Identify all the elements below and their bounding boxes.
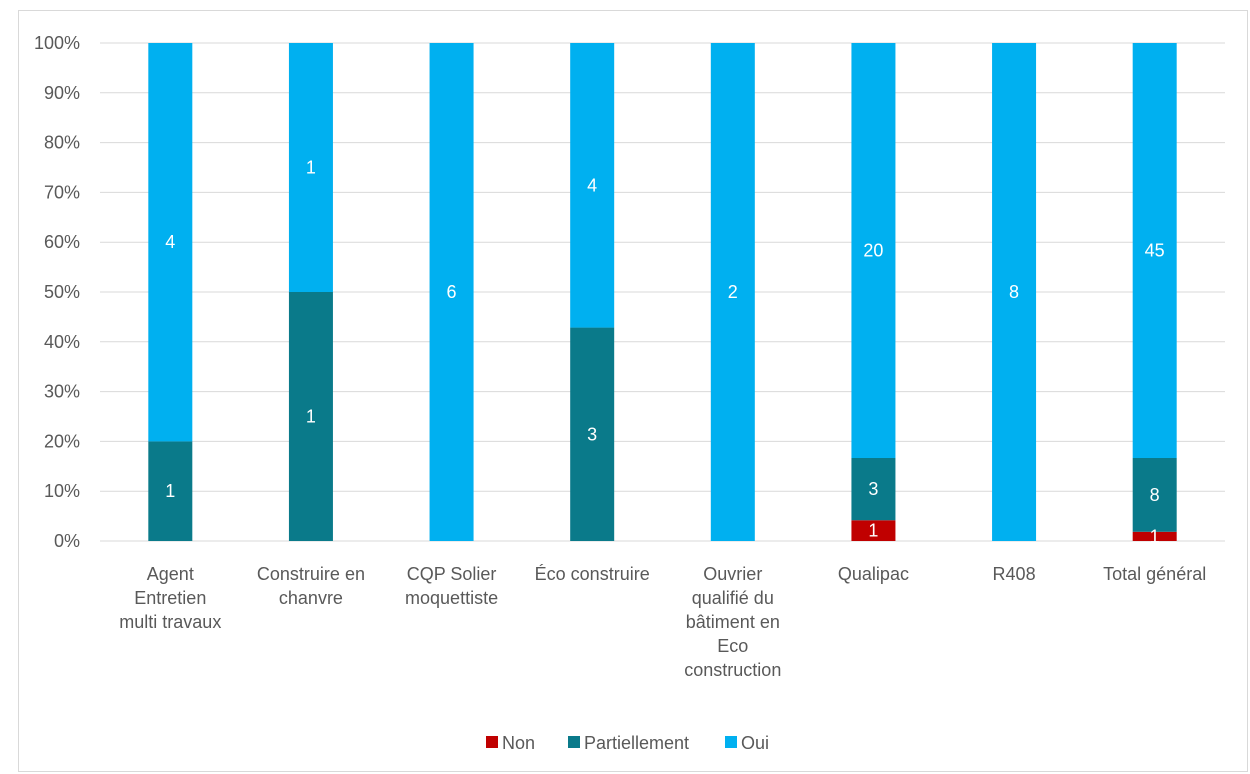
bar-segment-oui <box>570 43 615 328</box>
y-tick-label: 60% <box>44 232 80 252</box>
data-label: 20 <box>863 241 883 261</box>
category-label-line: construction <box>684 660 781 680</box>
bar-segment-partiellement <box>570 327 615 541</box>
data-labels: 1 4 1 1 6 3 4 2 1 3 20 8 1 8 45 <box>165 158 1164 547</box>
category-label: Qualipac <box>838 564 909 584</box>
y-tick-label: 100% <box>34 33 80 53</box>
data-label: 45 <box>1145 241 1165 261</box>
category-label-line: R408 <box>993 564 1036 584</box>
bar-segment-oui <box>148 43 193 442</box>
category-label-line: Ouvrier <box>703 564 762 584</box>
data-label: 3 <box>587 424 597 444</box>
data-label: 8 <box>1150 485 1160 505</box>
y-tick-label: 70% <box>44 182 80 202</box>
category-label: Total général <box>1103 564 1206 584</box>
bar-segment-oui <box>992 43 1037 541</box>
bar-segment-oui <box>710 43 755 541</box>
y-tick-label: 40% <box>44 332 80 352</box>
data-label: 1 <box>165 481 175 501</box>
data-label: 1 <box>1150 526 1160 546</box>
category-label: Éco construire <box>535 564 650 584</box>
chart-frame <box>18 10 1248 772</box>
data-label: 6 <box>447 282 457 302</box>
gridlines <box>100 42 1225 542</box>
bar-segment-non <box>851 520 896 541</box>
bar-segment-partiellement <box>851 458 896 521</box>
bar-segment-oui <box>429 43 474 541</box>
legend-swatch-oui <box>725 736 737 748</box>
data-label: 4 <box>587 175 597 195</box>
x-axis-categories: Agent Entretien multi travaux Construire en… <box>119 564 1206 680</box>
bars <box>148 43 1177 541</box>
data-label: 4 <box>165 232 175 252</box>
category-label-line: chanvre <box>279 588 343 608</box>
bar-segment-partiellement <box>148 441 193 541</box>
category-label-line: moquettiste <box>405 588 498 608</box>
bar-segment-oui <box>851 43 896 458</box>
bar-segment-non <box>1132 531 1177 541</box>
legend-label-non: Non <box>502 733 535 753</box>
y-tick-label: 80% <box>44 133 80 153</box>
legend-swatch-partiellement <box>568 736 580 748</box>
bar-segment-partiellement <box>288 292 333 541</box>
data-label: 2 <box>728 282 738 302</box>
category-label-line: qualifié du <box>692 588 774 608</box>
category-label-line: CQP Solier <box>407 564 497 584</box>
category-label-line: Agent <box>147 564 194 584</box>
data-label: 3 <box>868 479 878 499</box>
data-label: 1 <box>868 521 878 541</box>
legend-label-partiellement: Partiellement <box>584 733 689 753</box>
category-label: R408 <box>993 564 1036 584</box>
bar-segment-partiellement <box>1132 458 1177 532</box>
y-tick-label: 10% <box>44 481 80 501</box>
bar-segment-oui <box>288 43 333 292</box>
legend-label-oui: Oui <box>741 733 769 753</box>
category-label: Agent Entretien multi travaux <box>119 564 221 632</box>
category-label-line: Construire en <box>257 564 365 584</box>
category-label-line: Qualipac <box>838 564 909 584</box>
y-tick-label: 90% <box>44 83 80 103</box>
y-tick-label: 30% <box>44 382 80 402</box>
data-label: 1 <box>306 407 316 427</box>
y-tick-label: 50% <box>44 282 80 302</box>
y-tick-label: 20% <box>44 431 80 451</box>
legend-swatch-non <box>486 736 498 748</box>
category-label-line: Éco construire <box>535 564 650 584</box>
legend: Non Partiellement Oui <box>486 733 769 753</box>
y-axis-ticks: 0% 10% 20% 30% 40% 50% 60% 70% 80% 90% 100% <box>34 33 80 551</box>
data-label: 1 <box>306 158 316 178</box>
category-label-line: Eco <box>717 636 748 656</box>
category-label: CQP Solier moquettiste <box>405 564 498 608</box>
category-label: Construire en chanvre <box>257 564 365 608</box>
category-label-line: Entretien <box>134 588 206 608</box>
category-label: Ouvrier qualifié du bâtiment en Eco construc… <box>684 564 781 680</box>
category-label-line: bâtiment en <box>686 612 780 632</box>
category-label-line: Total général <box>1103 564 1206 584</box>
bar-segment-oui <box>1132 43 1177 458</box>
category-label-line: multi travaux <box>119 612 221 632</box>
y-tick-label: 0% <box>54 531 80 551</box>
data-label: 8 <box>1009 282 1019 302</box>
